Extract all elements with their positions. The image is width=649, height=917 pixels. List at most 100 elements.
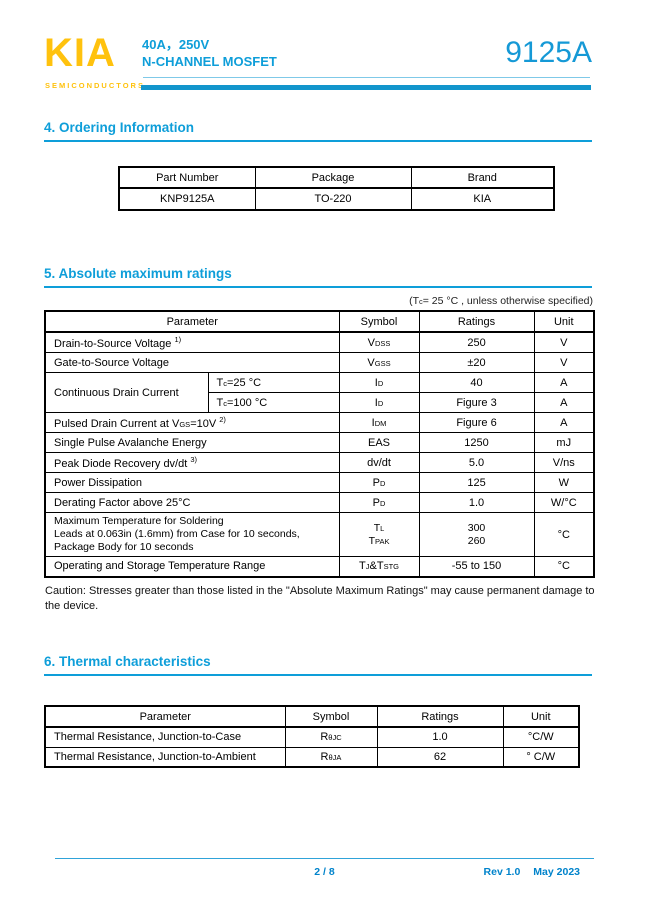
revision-label: Rev 1.0	[483, 866, 521, 878]
abs-max-header-row: Parameter Symbol Ratings Unit	[44, 310, 595, 333]
abs-max-table: Parameter Symbol Ratings Unit Drain-to-S…	[44, 310, 596, 578]
abs-max-conditions-note: (Tc= 25 °C , unless otherwise specified)	[409, 295, 593, 307]
thermal-col-unit: Unit	[502, 705, 580, 728]
ordering-col-part-number: Part Number	[118, 166, 256, 189]
abs-col-parameter: Parameter	[44, 310, 340, 333]
param-cell: Gate-to-Source Voltage	[44, 352, 340, 373]
symbol-cell: RθJC	[284, 726, 378, 748]
unit-cell: V	[533, 331, 595, 353]
abs-col-unit: Unit	[533, 310, 595, 333]
param-cell: Continuous Drain Current	[44, 372, 209, 413]
symbol-cell: VGSS	[338, 352, 420, 373]
row-single-pulse-avalanche-energy: Single Pulse Avalanche Energy EAS 1250 m…	[44, 432, 595, 453]
param-cell: Drain-to-Source Voltage 1)	[44, 331, 340, 353]
unit-cell: V	[533, 352, 595, 373]
thermal-col-symbol: Symbol	[284, 705, 378, 728]
ordering-brand: KIA	[410, 187, 555, 211]
rating-cell: 125	[418, 472, 535, 493]
param-cell: Operating and Storage Temperature Range	[44, 556, 340, 577]
section-underline-ordering	[44, 140, 592, 142]
symbol-cell: dv/dt	[338, 452, 420, 473]
row-gate-source-voltage: Gate-to-Source Voltage VGSS ±20 V	[44, 352, 595, 373]
device-description: 40A，250V N-CHANNEL MOSFET	[142, 36, 277, 70]
param-cell: Single Pulse Avalanche Energy	[44, 432, 340, 453]
param-cell: Thermal Resistance, Junction-to-Case	[44, 726, 286, 748]
footer-rule	[55, 858, 594, 859]
unit-cell: V/ns	[533, 452, 595, 473]
ordering-col-package: Package	[254, 166, 412, 189]
rating-cell: ±20	[418, 352, 535, 373]
symbol-cell: IDM	[338, 412, 420, 433]
part-number-title: 9125A	[505, 36, 592, 69]
rating-cell: 1.0	[376, 726, 504, 748]
section-underline-abs-max	[44, 286, 592, 288]
unit-cell: A	[533, 392, 595, 413]
section-heading-thermal: 6. Thermal characteristics	[44, 654, 211, 669]
unit-cell: A	[533, 412, 595, 433]
ordering-col-brand: Brand	[410, 166, 555, 189]
unit-cell: °C	[533, 512, 595, 557]
row-soldering-temperature: Maximum Temperature for Soldering Leads …	[44, 512, 595, 557]
page-number: 2 / 8	[314, 866, 335, 878]
row-continuous-drain-current-25c: Continuous Drain Current Tc=25 °C ID 40 …	[44, 372, 595, 413]
row-derating-factor: Derating Factor above 25°C PD 1.0 W/°C	[44, 492, 595, 513]
param-cell: Maximum Temperature for Soldering Leads …	[44, 512, 340, 557]
revision-info: Rev 1.0 May 2023	[484, 866, 580, 878]
param-cell: Derating Factor above 25°C	[44, 492, 340, 513]
revision-date: May 2023	[533, 866, 580, 878]
caution-note: Caution: Stresses greater than those lis…	[45, 585, 595, 612]
unit-cell: mJ	[533, 432, 595, 453]
rating-cell: 40	[418, 372, 535, 393]
param-cell: Pulsed Drain Current at VGS=10V 2)	[44, 412, 340, 433]
rating-cell: 1250	[418, 432, 535, 453]
thermal-col-ratings: Ratings	[376, 705, 504, 728]
rating-cell: -55 to 150	[418, 556, 535, 577]
unit-cell: ° C/W	[502, 746, 580, 768]
thermal-table: Parameter Symbol Ratings Unit Thermal Re…	[44, 705, 580, 768]
device-type-line: N-CHANNEL MOSFET	[142, 54, 277, 69]
row-operating-storage-temperature: Operating and Storage Temperature Range …	[44, 556, 595, 577]
kia-logo: KIA	[44, 31, 116, 75]
thermal-header-row: Parameter Symbol Ratings Unit	[44, 705, 580, 728]
symbol-cell: EAS	[338, 432, 420, 453]
ordering-table: Part Number Package Brand KNP9125A TO-22…	[118, 166, 555, 211]
ordering-header-row: Part Number Package Brand	[118, 166, 555, 189]
rating-cell: Figure 3	[418, 392, 535, 413]
symbol-cell: ID	[338, 392, 420, 413]
section-heading-abs-max: 5. Absolute maximum ratings	[44, 266, 232, 281]
row-thermal-junction-case: Thermal Resistance, Junction-to-Case RθJ…	[44, 726, 580, 748]
condition-cell: Tc=100 °C	[207, 392, 340, 413]
row-thermal-junction-ambient: Thermal Resistance, Junction-to-Ambient …	[44, 746, 580, 768]
thermal-col-parameter: Parameter	[44, 705, 286, 728]
symbol-cell: TJ&TSTG	[338, 556, 420, 577]
rating-cell: 62	[376, 746, 504, 768]
section-underline-thermal	[44, 674, 592, 676]
unit-cell: °C/W	[502, 726, 580, 748]
rating-cell: Figure 6	[418, 412, 535, 433]
row-peak-diode-recovery: Peak Diode Recovery dv/dt 3) dv/dt 5.0 V…	[44, 452, 595, 473]
rating-cell: 5.0	[418, 452, 535, 473]
device-rating-line: 40A，250V	[142, 37, 210, 52]
symbol-cell: VDSS	[338, 331, 420, 353]
row-pulsed-drain-current: Pulsed Drain Current at VGS=10V 2) IDM F…	[44, 412, 595, 433]
ordering-data-row: KNP9125A TO-220 KIA	[118, 187, 555, 211]
symbol-cell: ID	[338, 372, 420, 393]
rating-cell: 300 260	[418, 512, 535, 557]
ordering-part-number: KNP9125A	[118, 187, 256, 211]
param-cell: Peak Diode Recovery dv/dt 3)	[44, 452, 340, 473]
rating-cell: 250	[418, 331, 535, 353]
rating-cell: 1.0	[418, 492, 535, 513]
param-cell: Power Dissipation	[44, 472, 340, 493]
unit-cell: °C	[533, 556, 595, 577]
symbol-cell: TL TPAK	[338, 512, 420, 557]
unit-cell: A	[533, 372, 595, 393]
unit-cell: W/°C	[533, 492, 595, 513]
row-power-dissipation: Power Dissipation PD 125 W	[44, 472, 595, 493]
unit-cell: W	[533, 472, 595, 493]
symbol-cell: PD	[338, 492, 420, 513]
symbol-cell: PD	[338, 472, 420, 493]
row-continuous-drain-current-100c: Tc=100 °C ID Figure 3 A	[45, 392, 595, 413]
section-heading-ordering: 4. Ordering Information	[44, 120, 195, 135]
header-rule-thick	[141, 85, 591, 90]
